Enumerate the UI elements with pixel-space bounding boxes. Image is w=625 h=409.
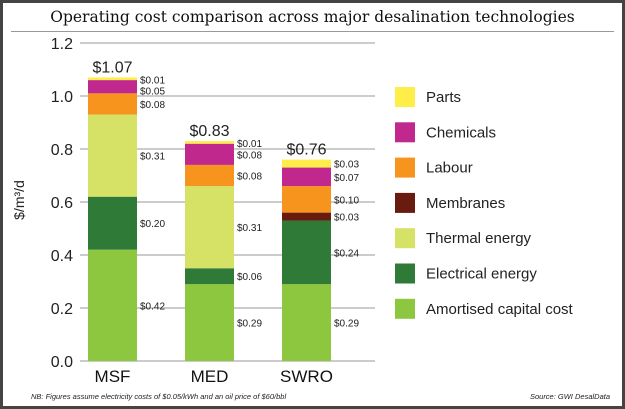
legend-label: Parts [426, 89, 461, 106]
x-tick-label: SWRO [280, 367, 333, 386]
legend-label: Amortised capital cost [426, 301, 574, 318]
segment-value-label: $0.03 [334, 213, 359, 224]
bar-total-label: $0.76 [286, 142, 326, 159]
bar-segment [185, 284, 234, 361]
x-tick-label: MED [191, 367, 229, 386]
bar-segment [88, 114, 137, 197]
title-divider [11, 31, 614, 32]
legend-swatch [395, 157, 415, 178]
bar-segment [88, 249, 137, 361]
segment-value-label: $0.08 [140, 100, 165, 111]
legend-label: Membranes [426, 195, 505, 212]
bar-total-label: $1.07 [92, 59, 132, 76]
legend-label: Labour [426, 160, 473, 177]
y-tick-label: 0.4 [51, 248, 73, 265]
bar-total-label: $0.83 [189, 123, 229, 140]
chart-title: Operating cost comparison across major d… [50, 8, 575, 26]
segment-value-label: $0.06 [237, 272, 262, 283]
segment-value-label: $0.31 [237, 223, 262, 234]
legend-label: Electrical energy [426, 266, 537, 283]
segment-value-label: $0.01 [140, 75, 165, 86]
segment-value-label: $0.10 [334, 195, 359, 206]
segment-value-label: $0.31 [140, 152, 165, 163]
segment-value-label: $0.01 [237, 139, 262, 150]
segment-value-label: $0.03 [334, 160, 359, 171]
y-tick-label: 1.2 [51, 36, 73, 53]
y-tick-label: 0.2 [51, 301, 73, 318]
bar-segment [282, 159, 331, 168]
segment-value-label: $0.24 [334, 248, 359, 259]
y-tick-label: 1.0 [51, 89, 73, 106]
segment-value-label: $0.29 [237, 319, 262, 330]
bar-segment [88, 80, 137, 94]
segment-value-label: $0.05 [140, 86, 165, 97]
segment-value-label: $0.08 [237, 172, 262, 183]
x-tick-label: MSF [95, 367, 131, 386]
segment-value-label: $0.07 [334, 173, 359, 184]
footnote: NB: Figures assume electricity costs of … [31, 392, 287, 401]
bar-segment [282, 284, 331, 361]
y-tick-label: 0.8 [51, 142, 73, 159]
legend-swatch [395, 298, 415, 319]
bar-segment [88, 196, 137, 250]
bar-segment [282, 220, 331, 285]
bar-segment [185, 143, 234, 165]
legend-label: Chemicals [426, 124, 496, 141]
segment-value-label: $0.08 [237, 150, 262, 161]
legend-swatch [395, 87, 415, 107]
y-tick-label: 0.0 [51, 354, 73, 371]
legend-swatch [395, 263, 415, 284]
legend-swatch [395, 122, 415, 143]
y-tick-label: 0.6 [51, 195, 73, 212]
bar-segment [282, 167, 331, 187]
bar-segment [185, 164, 234, 187]
source-note: Source: GWI DesalData [529, 392, 610, 401]
bar-segment [282, 212, 331, 221]
stacked-bar-chart: 0.0 0.2 0.4 0.6 0.8 1.0 1.2 $/m³/d $0.42 $0.20 $0.… [11, 36, 574, 386]
bar-segment [185, 141, 234, 144]
legend-swatch [395, 228, 415, 249]
segment-value-label: $0.29 [334, 319, 359, 330]
segment-value-label: $0.42 [140, 301, 165, 312]
legend-swatch [395, 192, 415, 213]
bar-segment [88, 77, 137, 81]
bar-segment [88, 93, 137, 115]
segment-value-label: $0.20 [140, 219, 165, 230]
bar-segment [282, 186, 331, 213]
bar-segment [185, 186, 234, 269]
y-axis-label: $/m³/d [11, 180, 27, 220]
bar-segment [185, 268, 234, 285]
legend-label: Thermal energy [426, 230, 532, 247]
